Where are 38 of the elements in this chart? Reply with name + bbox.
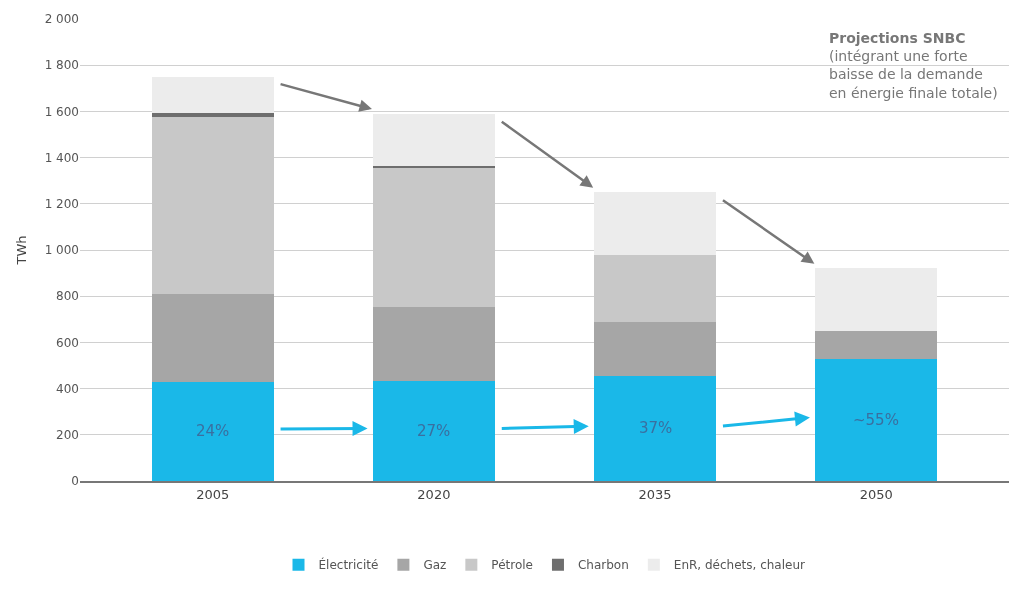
bar (151, 293, 274, 382)
x-tick-label: 2005 (196, 486, 230, 502)
bar (815, 330, 938, 359)
y-tick-label: 1 800 (44, 58, 79, 73)
legend-label: Pétrole (491, 558, 533, 573)
bar (815, 358, 938, 481)
y-tick-label: 1 000 (44, 243, 79, 258)
y-tick-label: 1 400 (44, 150, 79, 165)
y-tick-label: 2 000 (44, 12, 79, 27)
bar (373, 306, 495, 381)
y-axis-title: TWh (13, 235, 29, 266)
bar (151, 381, 274, 481)
bar (373, 380, 495, 481)
annotation: 37% (639, 419, 673, 437)
y-tick-label: 1 600 (44, 104, 79, 119)
annotation: ~55% (853, 411, 899, 429)
annotation: Projections SNBC (intégrant une forte baisse de la demande en énergie finale totale) (829, 30, 998, 101)
legend-label: Gaz (423, 558, 447, 573)
y-tick-label: 800 (56, 289, 79, 304)
y-tick-label: 200 (56, 428, 79, 442)
x-tick-label: 2020 (417, 486, 451, 502)
bar (373, 113, 495, 166)
bar (594, 192, 716, 255)
y-tick-label: 1 200 (44, 197, 79, 211)
legend-label: EnR, déchets, chaleur (673, 558, 806, 573)
bar (594, 321, 716, 376)
bar (151, 76, 274, 113)
legend-label: Électricité (318, 557, 379, 573)
x-tick-label: 2035 (638, 486, 672, 502)
bar (815, 268, 938, 331)
x-tick-label: 2050 (859, 486, 893, 502)
y-tick-label: 400 (56, 381, 79, 396)
annotation: 24% (196, 422, 230, 440)
bar (594, 375, 716, 481)
y-tick-label: 600 (56, 335, 79, 350)
legend-label: Charbon (577, 558, 629, 573)
annotation: 27% (417, 422, 451, 440)
y-tick-label: 0 (71, 474, 79, 489)
